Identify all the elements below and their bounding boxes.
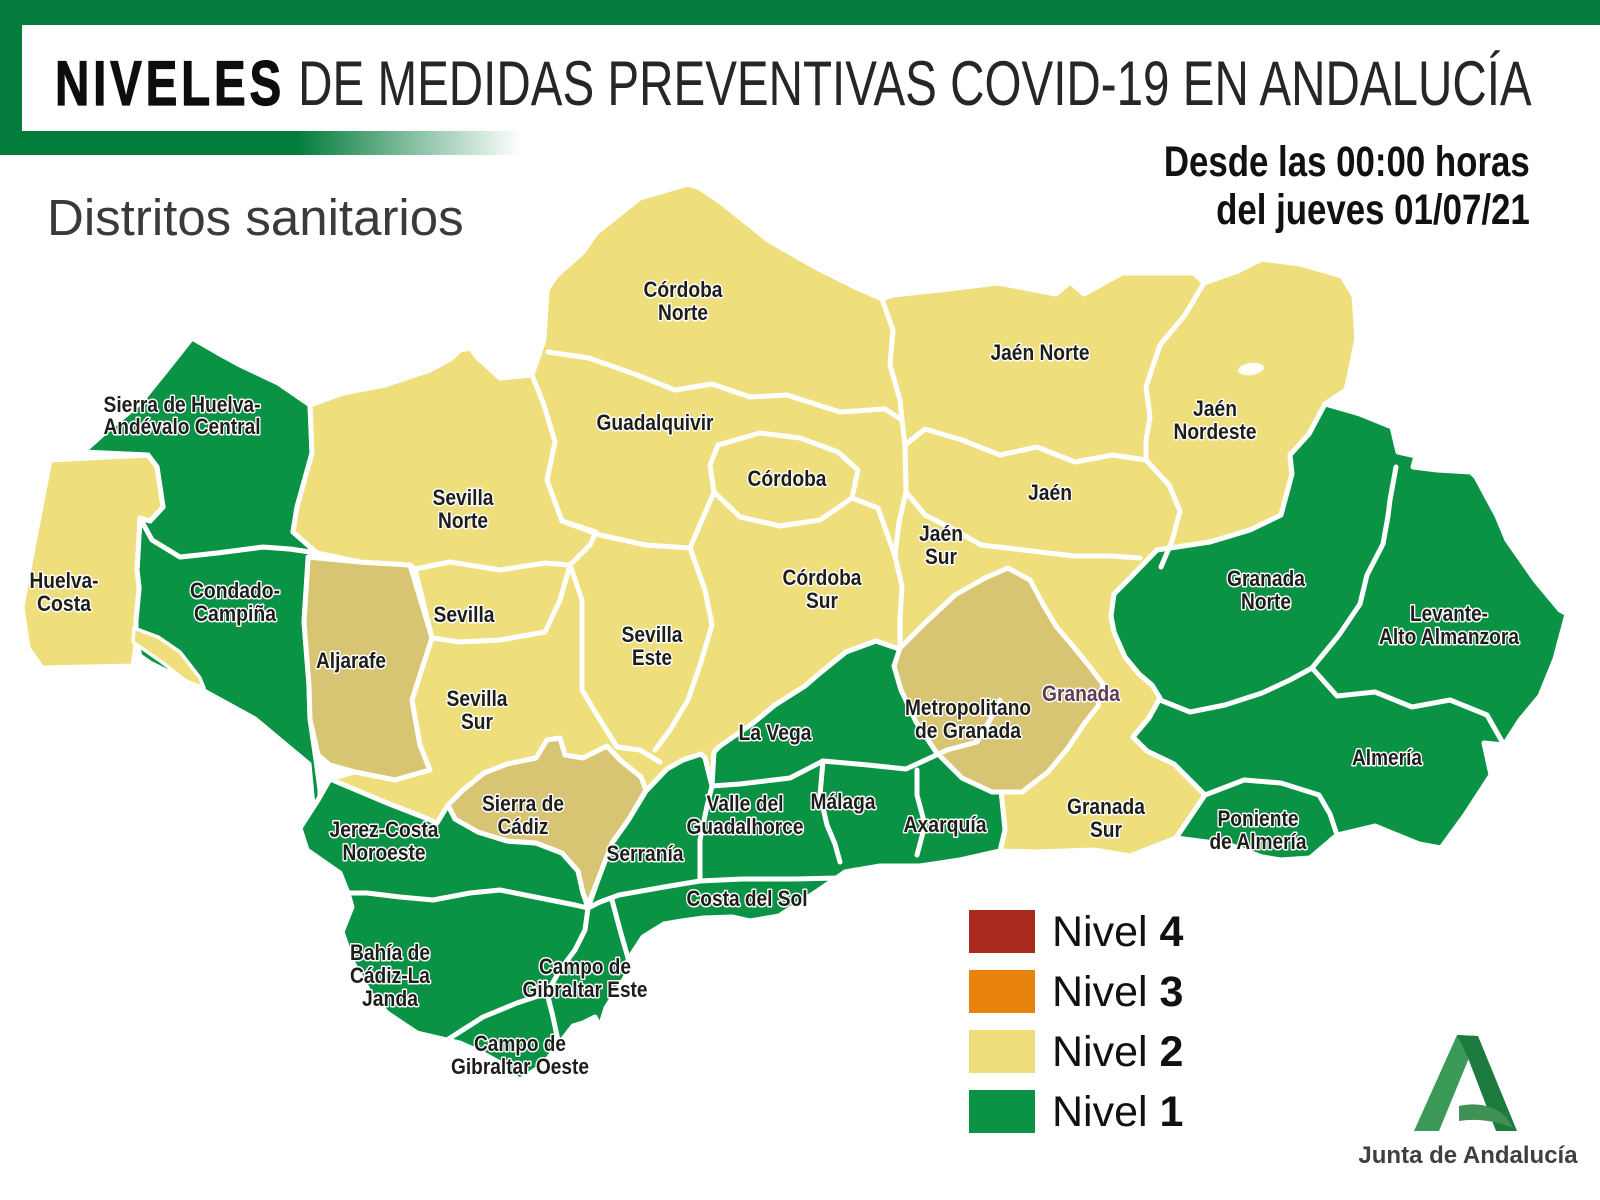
svg-text:Sierra de: Sierra de [482, 791, 564, 816]
svg-text:de Almería: de Almería [1210, 829, 1308, 854]
svg-text:Huelva-: Huelva- [30, 568, 99, 593]
svg-text:Sur: Sur [806, 588, 838, 613]
svg-text:Campo de: Campo de [474, 1031, 566, 1056]
svg-text:Guadalhorce: Guadalhorce [687, 814, 804, 839]
svg-text:Condado-: Condado- [190, 578, 280, 603]
svg-text:Metropolitano: Metropolitano [905, 695, 1031, 720]
svg-text:Gibraltar Este: Gibraltar Este [523, 977, 648, 1002]
svg-text:Sur: Sur [1090, 817, 1122, 842]
svg-text:Aljarafe: Aljarafe [316, 648, 386, 673]
svg-text:Guadalquivir: Guadalquivir [597, 410, 714, 435]
svg-text:Alto Almanzora: Alto Almanzora [1379, 624, 1520, 649]
svg-text:Noroeste: Noroeste [343, 840, 426, 865]
svg-text:Málaga: Málaga [811, 789, 877, 814]
svg-text:Este: Este [632, 645, 672, 670]
svg-text:Nordeste: Nordeste [1174, 419, 1257, 444]
svg-text:Sur: Sur [925, 544, 957, 569]
svg-text:Sevilla: Sevilla [434, 602, 496, 627]
svg-text:Sevilla: Sevilla [622, 622, 684, 647]
svg-text:Norte: Norte [658, 300, 708, 325]
svg-text:Norte: Norte [438, 508, 488, 533]
svg-text:Córdoba: Córdoba [748, 466, 828, 491]
svg-text:Granada: Granada [1067, 794, 1146, 819]
svg-text:Sur: Sur [461, 709, 493, 734]
svg-text:Cádiz: Cádiz [498, 814, 549, 839]
svg-text:Valle del: Valle del [707, 791, 784, 816]
svg-text:Jaén: Jaén [1028, 480, 1072, 505]
svg-text:Jaén Norte: Jaén Norte [991, 340, 1090, 365]
svg-text:Jerez-Costa: Jerez-Costa [330, 817, 440, 842]
svg-text:Sevilla: Sevilla [447, 686, 509, 711]
svg-text:Costa: Costa [37, 591, 92, 616]
svg-text:Axarquía: Axarquía [904, 812, 988, 837]
svg-text:Campo de: Campo de [539, 954, 631, 979]
svg-text:Andévalo Central: Andévalo Central [104, 414, 261, 439]
svg-text:Janda: Janda [362, 986, 419, 1011]
svg-text:La Vega: La Vega [739, 720, 813, 745]
svg-text:Costa del Sol: Costa del Sol [687, 886, 808, 911]
svg-text:Córdoba: Córdoba [644, 277, 724, 302]
svg-text:Jaén: Jaén [919, 521, 963, 546]
svg-text:Granada: Granada [1042, 681, 1121, 706]
svg-text:Córdoba: Córdoba [783, 565, 863, 590]
svg-text:de Granada: de Granada [915, 718, 1022, 743]
svg-text:Cádiz-La: Cádiz-La [350, 963, 431, 988]
svg-text:Bahía de: Bahía de [350, 940, 430, 965]
svg-text:Levante-: Levante- [1410, 601, 1488, 626]
svg-text:Serranía: Serranía [607, 841, 685, 866]
svg-text:Sierra de Huelva-: Sierra de Huelva- [104, 392, 261, 417]
svg-text:Sevilla: Sevilla [433, 485, 495, 510]
svg-text:Gibraltar Oeste: Gibraltar Oeste [451, 1054, 589, 1079]
svg-text:Norte: Norte [1241, 589, 1291, 614]
svg-text:Granada: Granada [1227, 566, 1306, 591]
svg-text:Poniente: Poniente [1218, 806, 1299, 831]
svg-text:Campiña: Campiña [194, 601, 277, 626]
svg-text:Jaén: Jaén [1193, 396, 1237, 421]
svg-text:Almería: Almería [1352, 745, 1423, 770]
